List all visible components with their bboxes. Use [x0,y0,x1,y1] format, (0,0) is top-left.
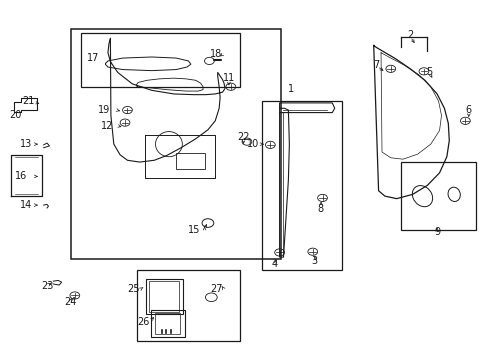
Text: 11: 11 [223,73,235,83]
Bar [151,310,184,337]
Text: 7: 7 [372,60,379,70]
Text: 8: 8 [316,204,323,214]
Bar [400,162,475,230]
Text: 18: 18 [210,49,222,59]
Text: 3: 3 [310,256,317,266]
Bar [149,281,178,312]
Text: 5: 5 [425,67,431,77]
Text: 15: 15 [188,225,200,235]
Bar [261,101,341,270]
Bar [155,314,180,334]
Bar [71,30,281,259]
Text: 26: 26 [137,317,149,327]
Text: 2: 2 [407,30,412,40]
Text: 6: 6 [465,105,471,115]
Text: 12: 12 [100,121,113,131]
Text: 13: 13 [20,139,32,149]
Text: 22: 22 [237,132,249,142]
Text: 23: 23 [41,281,53,291]
Text: 21: 21 [22,96,35,106]
Text: 17: 17 [87,53,100,63]
Bar [137,270,239,341]
Text: 27: 27 [210,284,222,294]
Text: 19: 19 [98,105,110,115]
Bar [176,153,205,169]
Text: 25: 25 [127,284,140,294]
Text: 4: 4 [271,259,277,269]
Text: 20: 20 [9,111,22,121]
Text: 1: 1 [287,84,293,94]
Text: 14: 14 [20,200,32,210]
Bar [81,33,239,87]
Text: 10: 10 [246,139,259,149]
Text: 16: 16 [15,171,27,181]
Text: 24: 24 [64,297,77,307]
Text: 9: 9 [433,227,439,237]
Bar [146,279,182,315]
